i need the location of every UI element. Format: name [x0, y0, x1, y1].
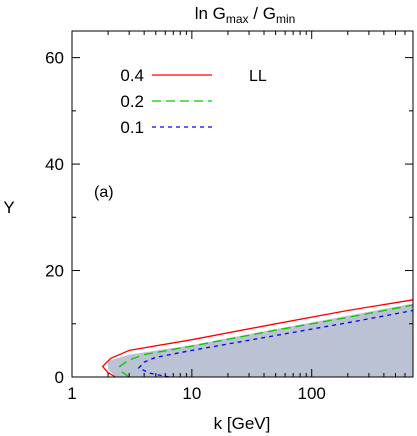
- series-layer: [101, 299, 414, 378]
- x-axis-label: k [GeV]: [214, 414, 271, 433]
- chart-title: ln Gmax / Gmin: [195, 4, 296, 26]
- tick-layer: 1 10 100 0 20 40 60: [45, 31, 414, 403]
- series-line-0: [101, 299, 414, 378]
- y-axis-label: Y: [3, 198, 14, 217]
- panel-label: (a): [94, 184, 114, 201]
- y-tick-label: 60: [45, 49, 64, 68]
- shaded-region-layer: [108, 303, 413, 377]
- y-tick-label: 0: [55, 368, 64, 387]
- title-main: ln G: [195, 4, 226, 23]
- title-sub1: max: [226, 12, 249, 26]
- shaded-region: [108, 303, 413, 377]
- x-tick-label: 100: [298, 384, 326, 403]
- legend-label: 0.2: [120, 92, 144, 111]
- plot-frame: [71, 30, 414, 378]
- legend: 0.4 0.2 0.1: [120, 66, 212, 137]
- series-line-1: [118, 304, 414, 378]
- ll-annotation: LL: [249, 68, 267, 85]
- title-sub2: min: [276, 12, 295, 26]
- legend-label: 0.4: [120, 66, 144, 85]
- x-tick-label: 10: [182, 384, 201, 403]
- legend-label: 0.1: [120, 118, 144, 137]
- title-sep: / G: [249, 4, 276, 23]
- y-tick-label: 40: [45, 155, 64, 174]
- y-tick-label: 20: [45, 262, 64, 281]
- x-tick-label: 1: [67, 384, 76, 403]
